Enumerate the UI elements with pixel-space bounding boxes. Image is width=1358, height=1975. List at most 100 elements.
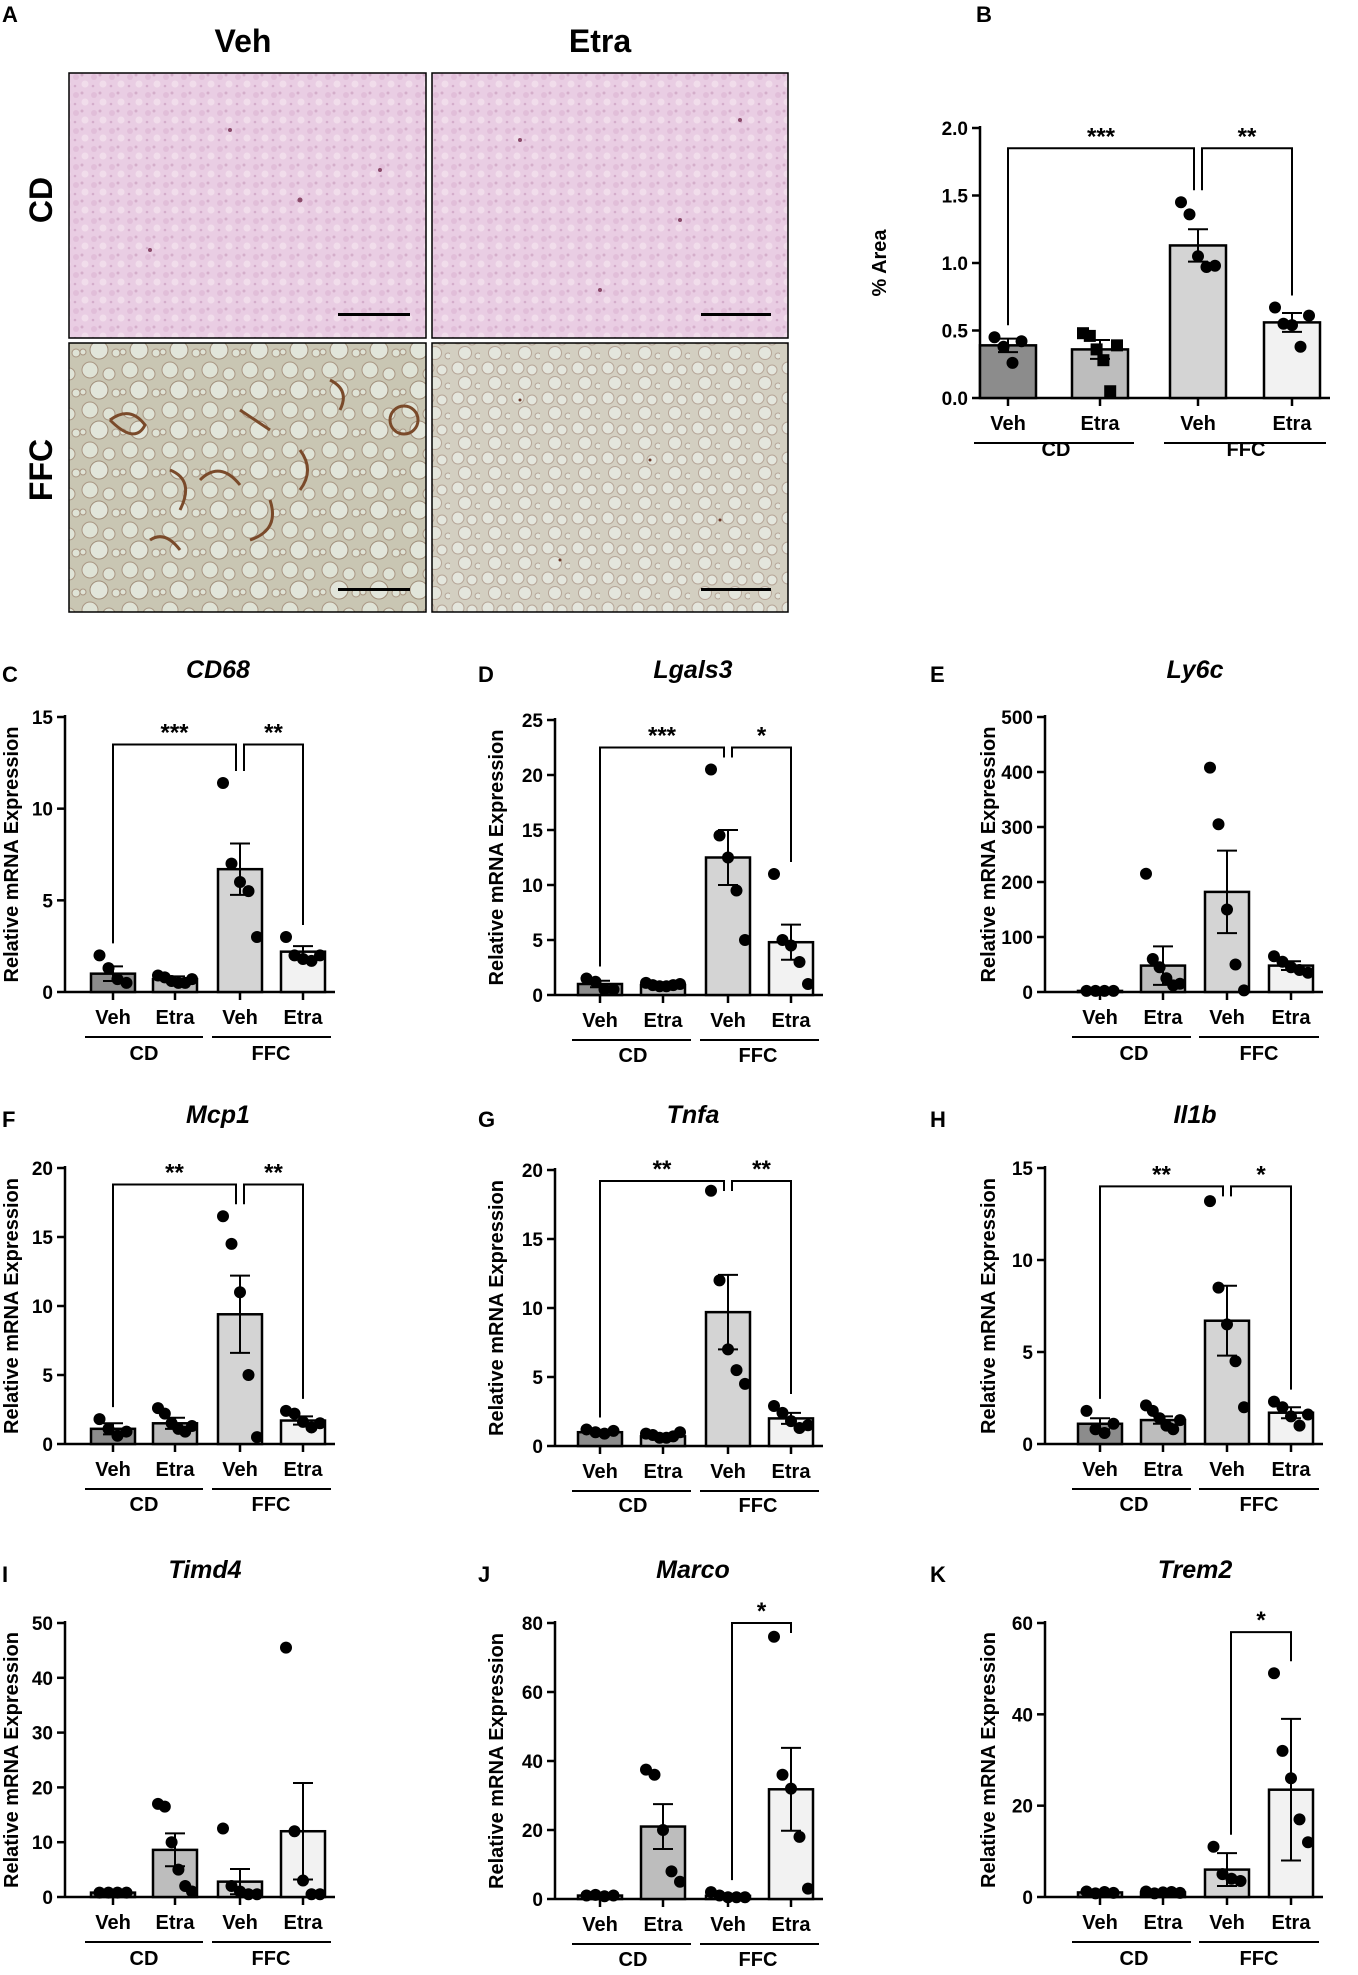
- data-point: [1302, 1408, 1314, 1421]
- x-category-label: Veh: [582, 1010, 618, 1032]
- data-point: [1107, 1886, 1120, 1899]
- row-header-ffc: FFC: [23, 439, 59, 501]
- x-category-label: Etra: [284, 1912, 324, 1934]
- x-category-label: Etra: [772, 1461, 812, 1483]
- data-point: [1089, 984, 1102, 997]
- data-point: [730, 1364, 743, 1377]
- data-point: [589, 1888, 602, 1901]
- data-point: [186, 973, 198, 986]
- column-header-etra: Etra: [569, 23, 631, 59]
- data-point: [1146, 953, 1159, 965]
- x-group-label: CD: [130, 1043, 159, 1065]
- data-point: [93, 1886, 106, 1899]
- data-point: [120, 976, 133, 989]
- x-group-label: CD: [619, 1495, 648, 1517]
- data-point: [785, 1415, 797, 1428]
- significance-label: *: [757, 1598, 767, 1625]
- data-point: [314, 949, 326, 962]
- y-tick-label: 5: [42, 1366, 53, 1387]
- y-tick-label: 25: [522, 711, 544, 732]
- scale-bar: [338, 313, 410, 316]
- y-tick-label: 10: [1012, 1251, 1033, 1272]
- x-group-label: CD: [1120, 1494, 1149, 1516]
- y-tick-label: 2.0: [942, 119, 968, 140]
- panel-label: J: [478, 1562, 490, 1587]
- data-point: [1097, 354, 1110, 367]
- x-group-label: CD: [130, 1948, 159, 1970]
- data-point: [793, 956, 806, 968]
- y-tick-label: 20: [522, 766, 543, 787]
- data-point: [739, 934, 751, 946]
- data-point: [217, 777, 229, 789]
- significance-label: **: [264, 720, 283, 747]
- panel-label: D: [478, 662, 494, 687]
- data-point: [1090, 343, 1103, 356]
- chart-title: Timd4: [168, 1556, 241, 1584]
- data-point: [1268, 1667, 1280, 1680]
- data-point: [674, 978, 686, 990]
- x-group-label: CD: [619, 1949, 648, 1971]
- data-point: [997, 340, 1010, 353]
- y-tick-label: 10: [522, 1299, 543, 1320]
- data-point: [1238, 1401, 1250, 1414]
- data-point: [186, 1420, 198, 1433]
- x-category-label: Veh: [990, 413, 1026, 435]
- x-category-label: Etra: [1272, 1007, 1312, 1029]
- data-point: [1089, 1887, 1102, 1900]
- data-point: [1276, 1744, 1289, 1757]
- data-point: [1157, 1886, 1169, 1899]
- x-group-label: FFC: [1240, 1043, 1279, 1065]
- panel-label: K: [930, 1562, 946, 1587]
- y-tick-label: 15: [1012, 1159, 1034, 1180]
- data-point: [722, 1343, 734, 1356]
- bar: [978, 344, 1038, 400]
- y-axis-label: Relative mRNA Expression: [486, 1180, 508, 1436]
- x-category-label: Veh: [1209, 1912, 1245, 1934]
- x-category-label: Veh: [582, 1461, 618, 1483]
- bar: [1262, 321, 1322, 400]
- significance-label: **: [165, 1160, 184, 1187]
- x-category-label: Etra: [1144, 1007, 1184, 1029]
- data-point: [1234, 1875, 1247, 1888]
- significance-bracket: [1007, 147, 1195, 326]
- data-point: [242, 885, 255, 898]
- panel-label: H: [930, 1107, 946, 1132]
- chart-title: Il1b: [1173, 1101, 1216, 1129]
- scale-bar: [701, 313, 771, 316]
- data-point: [1098, 1426, 1111, 1439]
- x-category-label: Etra: [284, 1007, 324, 1029]
- data-point: [598, 1890, 611, 1903]
- y-tick-label: 0: [532, 1890, 543, 1911]
- data-point: [102, 962, 115, 975]
- data-point: [1098, 984, 1111, 997]
- data-point: [120, 1886, 133, 1899]
- x-category-label: Veh: [222, 1459, 258, 1481]
- y-tick-label: 1.5: [942, 187, 969, 208]
- micrograph-cd-veh: [68, 72, 427, 339]
- y-tick-label: 0: [42, 1435, 53, 1456]
- data-point: [1216, 1868, 1229, 1881]
- data-point: [1111, 339, 1123, 352]
- chart-title: Marco: [656, 1556, 730, 1584]
- data-point: [165, 1836, 178, 1849]
- x-category-label: Veh: [710, 1461, 746, 1483]
- x-group-label: FFC: [1227, 439, 1266, 461]
- y-tick-label: 0: [532, 986, 543, 1007]
- data-point: [158, 1407, 171, 1420]
- x-category-label: Etra: [1081, 413, 1121, 435]
- x-group-label: FFC: [252, 1494, 291, 1516]
- panel-label: B: [976, 2, 992, 27]
- data-point: [1276, 955, 1289, 968]
- y-tick-label: 1.0: [942, 254, 968, 275]
- data-point: [234, 876, 246, 888]
- y-tick-label: 15: [32, 708, 54, 729]
- y-tick-label: 10: [522, 876, 543, 897]
- data-point: [158, 1800, 171, 1813]
- significance-label: ***: [160, 720, 189, 747]
- data-point: [314, 1417, 326, 1430]
- data-point: [713, 829, 726, 842]
- data-point: [1276, 1401, 1289, 1414]
- x-category-label: Veh: [222, 1007, 258, 1029]
- significance-label: **: [1238, 123, 1257, 150]
